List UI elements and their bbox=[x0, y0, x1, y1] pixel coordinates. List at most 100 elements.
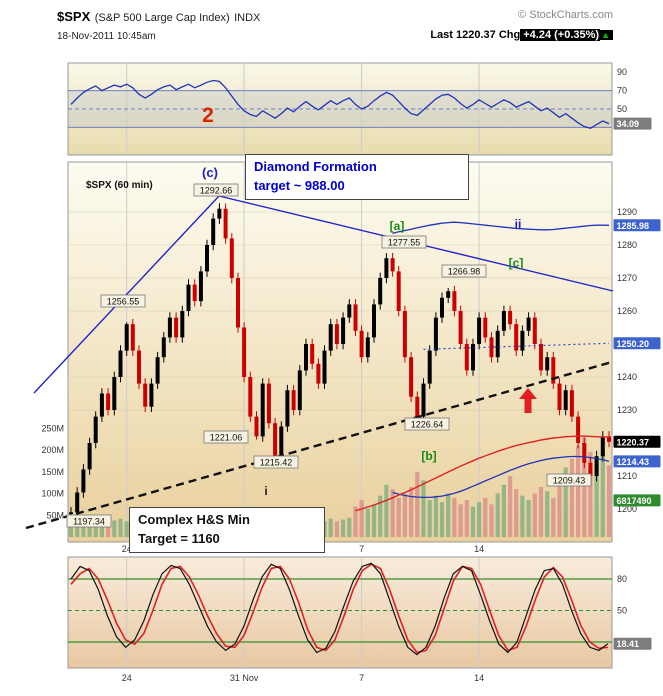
volume-bar bbox=[112, 520, 117, 537]
candle-body bbox=[205, 245, 209, 272]
price-label-box bbox=[66, 514, 112, 528]
candle-body bbox=[242, 327, 247, 377]
y-axis-label: 1200 bbox=[617, 504, 637, 514]
rsi-line bbox=[70, 79, 610, 130]
last-label: Last bbox=[430, 29, 453, 41]
candle-body bbox=[316, 363, 321, 384]
wave-label: [b] bbox=[421, 449, 436, 463]
volume-bar bbox=[421, 480, 426, 537]
volume-bar bbox=[427, 500, 432, 537]
candle-body bbox=[229, 238, 234, 278]
candle-body bbox=[384, 258, 389, 278]
volume-bar bbox=[588, 452, 593, 537]
candle-body bbox=[372, 304, 376, 338]
candle-body bbox=[582, 443, 587, 463]
candle-body bbox=[415, 396, 420, 417]
diamond-formation-annotation: Diamond Formation target ~ 988.00 bbox=[245, 154, 469, 200]
quote-row: 18-Nov-2011 10:45am Last 1220.37 Chg +4.2… bbox=[57, 29, 613, 44]
candle-body bbox=[458, 311, 463, 344]
axis-value-box bbox=[613, 435, 661, 448]
volume-bar bbox=[106, 524, 111, 537]
symbol-description: (S&P 500 Large Cap Index) bbox=[94, 12, 230, 24]
axis-value-box bbox=[613, 637, 652, 650]
candle-body bbox=[75, 492, 80, 513]
wave-label: (c) bbox=[202, 165, 218, 180]
price-label-box bbox=[381, 235, 427, 249]
volume-bar bbox=[545, 491, 550, 537]
candle-body bbox=[322, 350, 327, 384]
volume-bar bbox=[538, 487, 544, 537]
price-label-text: 1226.64 bbox=[411, 420, 444, 430]
y-axis-label: 50 bbox=[617, 606, 627, 616]
axis-value-box-text: 1250.20 bbox=[617, 339, 650, 349]
price-label-text: 1215.42 bbox=[260, 458, 293, 468]
volume-bar bbox=[477, 502, 482, 537]
y-axis-label: 50 bbox=[617, 104, 627, 114]
copyright-credit: © StockCharts.com bbox=[518, 9, 613, 21]
candle-body bbox=[532, 317, 537, 344]
price-label-box bbox=[100, 294, 146, 308]
price-label-box bbox=[193, 183, 239, 197]
up-triangle-icon: ▲ bbox=[600, 30, 613, 40]
volume-bar bbox=[409, 487, 414, 537]
candle-body bbox=[483, 317, 488, 338]
candle-body bbox=[501, 311, 506, 331]
candle-body bbox=[446, 291, 451, 298]
candle-body bbox=[279, 426, 284, 457]
volume-bar bbox=[582, 436, 587, 537]
candle-body bbox=[273, 423, 278, 457]
volume-bar bbox=[118, 518, 123, 537]
volume-bar bbox=[75, 524, 80, 537]
volume-bar bbox=[359, 500, 364, 537]
annotation-line-2: target ~ 988.00 bbox=[254, 177, 345, 193]
chart-datetime: 18-Nov-2011 10:45am bbox=[57, 31, 156, 42]
volume-bar bbox=[365, 508, 370, 537]
candle-body bbox=[539, 344, 543, 371]
volume-bar bbox=[93, 519, 98, 537]
symbol: $SPX bbox=[57, 9, 91, 24]
volume-bar bbox=[520, 495, 525, 537]
candle-body bbox=[440, 297, 444, 318]
price-label-box bbox=[253, 455, 299, 469]
y-axis-label: 1240 bbox=[617, 372, 637, 382]
price-label-text: 1197.34 bbox=[73, 517, 105, 527]
rsi-panel bbox=[67, 62, 613, 156]
annotation-line-2: Target = 1160 bbox=[138, 530, 220, 546]
red-moving-average bbox=[355, 435, 609, 512]
candle-body bbox=[600, 436, 605, 457]
volume-bar bbox=[464, 500, 469, 537]
candle-body bbox=[495, 330, 500, 358]
y-axis-label: 90 bbox=[617, 67, 627, 77]
candle-body bbox=[390, 258, 395, 272]
chg-value: +4.24 (+0.35%) bbox=[520, 29, 601, 41]
candle-body bbox=[93, 416, 98, 443]
wave-label: [a] bbox=[390, 219, 405, 233]
y-axis-label: 1210 bbox=[617, 471, 637, 481]
stoch-panel bbox=[67, 556, 613, 669]
candle-body bbox=[576, 416, 581, 443]
price-label-box bbox=[203, 430, 249, 444]
candle-body bbox=[118, 350, 123, 377]
volume-bar bbox=[415, 471, 420, 538]
volume-bar bbox=[378, 495, 383, 537]
candle-body bbox=[433, 317, 438, 351]
volume-bar bbox=[371, 504, 377, 537]
axis-value-box-text: 1220.37 bbox=[617, 437, 650, 447]
candle-body bbox=[569, 390, 574, 417]
price-label-text: 1292.66 bbox=[200, 186, 233, 196]
candle-body bbox=[402, 311, 407, 358]
volume-bar bbox=[452, 497, 457, 537]
candle-body bbox=[452, 291, 457, 311]
candle-body bbox=[489, 337, 494, 358]
x-axis-label: 14 bbox=[474, 544, 484, 554]
candle-body bbox=[143, 383, 148, 407]
volume-bar bbox=[532, 493, 537, 537]
candle-body bbox=[304, 344, 308, 371]
rsi-zone-band bbox=[68, 90, 612, 128]
candle-body bbox=[130, 324, 135, 351]
volume-bar bbox=[501, 484, 506, 537]
candle-body bbox=[124, 324, 129, 351]
axis-value-box-text: 18.41 bbox=[617, 639, 640, 649]
